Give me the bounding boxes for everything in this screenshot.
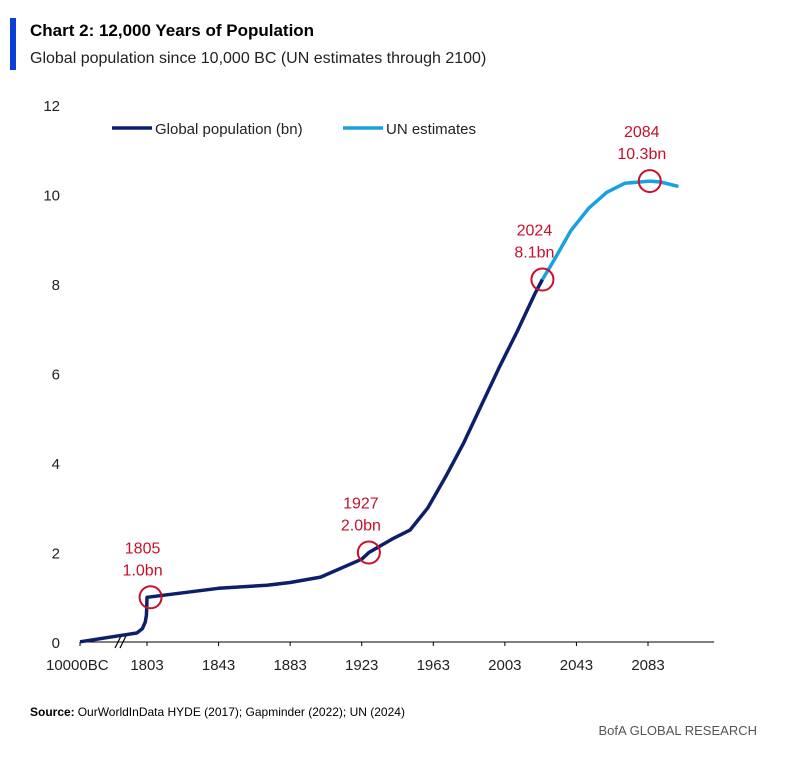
annotation-label: 2084 [624, 124, 660, 141]
x-tick-label: 2083 [631, 657, 664, 674]
x-tick-label: 1963 [417, 657, 450, 674]
annotation-marker [356, 540, 381, 565]
legend-label: UN estimates [386, 121, 476, 138]
y-tick-label: 10 [43, 188, 60, 205]
annotation-label: 1805 [125, 540, 161, 557]
source-text: OurWorldInData HYDE (2017); Gapminder (2… [78, 705, 405, 719]
series-line [540, 179, 679, 281]
annotation-label: 8.1bn [514, 245, 554, 262]
y-tick-label: 6 [52, 367, 60, 384]
annotation-label: 2.0bn [341, 518, 381, 535]
title-bar [10, 18, 16, 70]
annotation-label: 1927 [343, 496, 379, 513]
y-tick-label: 12 [43, 98, 60, 115]
x-tick-label: 1923 [345, 657, 378, 674]
annotation-label: 1.0bn [123, 562, 163, 579]
annotation-label: 10.3bn [617, 146, 666, 163]
x-tick-label: 1883 [273, 657, 306, 674]
annotation-marker [138, 585, 163, 610]
y-tick-label: 0 [52, 635, 60, 652]
y-tick-label: 2 [52, 546, 60, 563]
annotation-marker [637, 169, 662, 194]
series-line [79, 278, 544, 644]
brand: BofA GLOBAL RESEARCH [599, 723, 757, 738]
chart-title: Chart 2: 12,000 Years of Population [30, 21, 314, 40]
x-tick-label: 2043 [560, 657, 593, 674]
y-tick-label: 8 [52, 277, 60, 294]
y-tick-label: 4 [52, 456, 60, 473]
source-label: Source: [30, 705, 75, 719]
x-tick-label: 1843 [202, 657, 235, 674]
x-tick-label: 10000BC [46, 657, 109, 674]
annotation-marker [530, 267, 555, 292]
legend-label: Global population (bn) [155, 121, 303, 138]
annotation-label: 2024 [517, 223, 553, 240]
x-tick-label: 1803 [130, 657, 163, 674]
chart-subtitle: Global population since 10,000 BC (UN es… [30, 50, 486, 67]
source: Source: OurWorldInData HYDE (2017); Gapmi… [30, 705, 405, 719]
x-tick-label: 2003 [488, 657, 521, 674]
